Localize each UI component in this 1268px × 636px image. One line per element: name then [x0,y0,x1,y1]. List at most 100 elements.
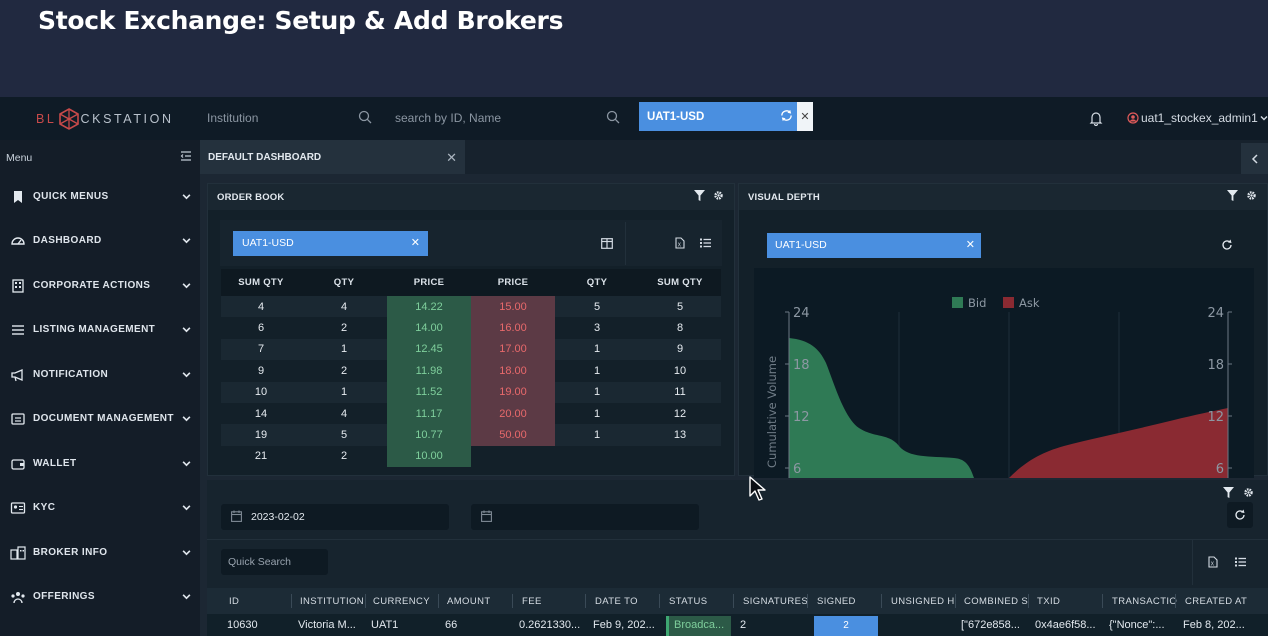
col-header[interactable]: SUM QTY [639,269,721,296]
signed-badge[interactable]: 2 [814,616,878,636]
sidebar-item-broker-info[interactable]: BROKER INFO [0,538,200,568]
col-separator[interactable] [438,594,439,608]
currency-tag[interactable]: UAT1-USD ✕ [639,102,813,131]
bid-price[interactable]: 10.00 [387,445,471,468]
col-header[interactable]: DATE TO [595,596,638,607]
col-header[interactable]: TRANSACTIO [1112,596,1178,607]
ask-price[interactable]: 20.00 [471,402,555,425]
filter-icon[interactable] [1227,190,1238,201]
close-icon[interactable]: ✕ [410,237,420,249]
sidebar-item-dashboard[interactable]: DASHBOARD [0,226,200,256]
filter-icon[interactable] [1223,487,1234,498]
menu-collapse-icon[interactable] [180,150,192,162]
sidebar-item-quick-menus[interactable]: QUICK MENUS [0,182,200,212]
col-separator[interactable] [1102,594,1103,608]
col-separator[interactable] [955,594,956,608]
col-header[interactable]: SUM QTY [221,269,301,296]
col-separator[interactable] [365,594,366,608]
filter-icon[interactable] [694,190,705,201]
col-header[interactable]: SIGNATURES [743,596,809,607]
sidebar-item-offerings[interactable]: OFFERINGS [0,582,200,612]
instrument-tag[interactable]: UAT1-USD ✕ [767,233,981,258]
bell-icon[interactable] [1089,111,1103,126]
gear-icon[interactable] [713,190,724,201]
ask-price[interactable]: 19.00 [471,381,555,403]
ask-price[interactable]: 16.00 [471,317,555,339]
panel-toggle-button[interactable] [1241,143,1268,174]
ask-price[interactable]: 17.00 [471,338,555,361]
sync-icon[interactable] [780,109,793,122]
col-header[interactable]: QTY [555,269,639,296]
gear-icon[interactable] [1243,487,1254,498]
refresh-icon[interactable] [1221,239,1233,251]
sidebar-item-corporate-actions[interactable]: CORPORATE ACTIONS [0,271,200,301]
refresh-button[interactable] [1227,502,1253,528]
col-header[interactable]: TXID [1037,596,1061,607]
tab-default-dashboard[interactable]: DEFAULT DASHBOARD ✕ [200,140,465,174]
sidebar-item-kyc[interactable]: KYC [0,493,200,523]
table-row[interactable]: 19 5 10.77 50.00 1 13 [221,424,721,446]
bid-price[interactable]: 11.17 [387,402,471,425]
date-from-input[interactable]: 2023-02-02 [221,504,449,530]
bid-price[interactable]: 12.45 [387,338,471,361]
ask-price[interactable]: 50.00 [471,424,555,446]
table-row[interactable]: 7 1 12.45 17.00 1 9 [221,338,721,361]
col-separator[interactable] [881,594,882,608]
sidebar-item-wallet[interactable]: WALLET [0,449,200,479]
export-excel-icon[interactable]: X [675,237,685,249]
col-header[interactable]: FEE [522,596,542,607]
col-separator[interactable] [1175,594,1176,608]
col-header[interactable]: COMBINED S [964,596,1029,607]
sidebar-item-document-management[interactable]: DOCUMENT MANAGEMENT [0,404,200,434]
ask-price[interactable]: 18.00 [471,360,555,382]
col-separator[interactable] [659,594,660,608]
table-row[interactable]: 14 4 11.17 20.00 1 12 [221,402,721,425]
col-separator[interactable] [291,594,292,608]
legend-ask-label[interactable]: Ask [1019,296,1040,310]
bid-price[interactable]: 14.22 [387,296,471,318]
ask-price[interactable]: 15.00 [471,296,555,318]
close-icon[interactable]: ✕ [797,102,813,131]
table-row[interactable]: 21 2 10.00 [221,445,721,468]
col-separator[interactable] [585,594,586,608]
export-excel-icon[interactable]: X [1208,556,1218,568]
app-logo[interactable]: BL CKSTATION [36,107,174,131]
table-row[interactable]: 6 2 14.00 16.00 3 8 [221,317,721,339]
col-separator[interactable] [807,594,808,608]
close-icon[interactable]: ✕ [446,150,457,165]
quick-search-input[interactable]: Quick Search [221,549,328,575]
columns-icon[interactable] [601,238,613,249]
instrument-tag[interactable]: UAT1-USD ✕ [233,231,428,256]
list-view-icon[interactable] [1235,557,1246,567]
col-header[interactable]: CREATED AT [1185,596,1248,607]
date-to-input[interactable] [471,504,699,530]
list-view-icon[interactable] [700,238,711,248]
table-row[interactable]: 4 4 14.22 15.00 5 5 [221,296,721,318]
search-icon[interactable] [606,110,620,124]
sidebar-item-notification[interactable]: NOTIFICATION [0,360,200,390]
user-menu[interactable]: uat1_stockex_admin1 [1127,111,1268,125]
institution-select[interactable]: Institution [207,105,372,131]
col-header[interactable]: UNSIGNED H [891,596,955,607]
col-header[interactable]: INSTITUTION [300,596,365,607]
depth-chart[interactable]: 24 18 12 6 24 18 12 6 Cumulative Volume … [754,268,1254,478]
gear-icon[interactable] [1246,190,1257,201]
table-row[interactable]: 10630 Victoria M... UAT1 66 0.2621330...… [207,614,1268,636]
col-header[interactable]: ID [229,596,240,607]
col-header[interactable]: SIGNED [817,596,856,607]
search-input[interactable]: search by ID, Name [395,105,620,131]
table-row[interactable]: 9 2 11.98 18.00 1 10 [221,360,721,382]
col-header[interactable]: CURRENCY [373,596,431,607]
col-separator[interactable] [1028,594,1029,608]
search-icon[interactable] [358,110,372,124]
col-header[interactable]: PRICE [387,269,471,296]
col-header[interactable]: AMOUNT [447,596,491,607]
bid-price[interactable]: 11.52 [387,381,471,403]
bid-price[interactable]: 14.00 [387,317,471,339]
bid-price[interactable]: 10.77 [387,424,471,446]
close-icon[interactable]: ✕ [965,239,975,251]
col-separator[interactable] [733,594,734,608]
col-header[interactable]: QTY [301,269,387,296]
table-row[interactable]: 10 1 11.52 19.00 1 11 [221,381,721,403]
col-header[interactable]: STATUS [669,596,708,607]
